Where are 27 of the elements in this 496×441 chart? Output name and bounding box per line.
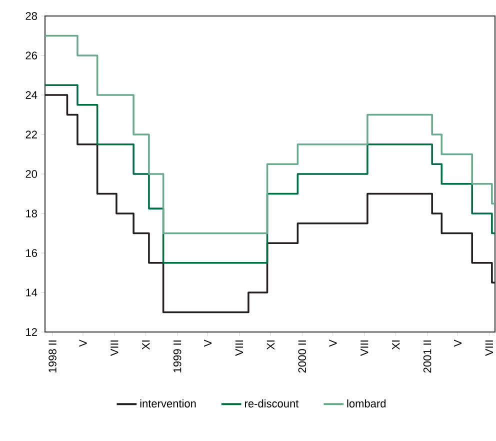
x-tick-label: VIII xyxy=(110,340,118,356)
x-tick-label: V xyxy=(454,340,462,347)
legend-label: intervention xyxy=(140,399,196,408)
y-tick-label: 22 xyxy=(26,130,37,138)
y-tick-label: 28 xyxy=(26,12,37,20)
x-tick-label: 2001 II xyxy=(423,340,432,373)
x-tick-label: V xyxy=(79,340,87,347)
y-tick-label: 12 xyxy=(26,328,37,336)
legend-label: re-discount xyxy=(245,399,299,408)
x-tick-label: VIII xyxy=(235,340,244,356)
x-tick-label: 1999 II xyxy=(173,340,182,372)
y-tick-label: 14 xyxy=(26,288,38,296)
x-tick-label: VIII xyxy=(485,340,493,356)
y-tick-label: 18 xyxy=(26,210,37,218)
y-tick-label: 24 xyxy=(26,91,38,99)
y-tick-label: 26 xyxy=(26,52,37,60)
x-tick-label: V xyxy=(204,340,212,347)
legend-label: lombard xyxy=(347,399,386,408)
x-tick-label: XI xyxy=(266,340,274,350)
y-tick-label: 16 xyxy=(26,249,37,257)
x-tick-label: XI xyxy=(392,340,400,350)
y-tick-label: 20 xyxy=(26,170,38,178)
x-tick-label: 1998 II xyxy=(48,340,56,372)
x-tick-label: XI xyxy=(142,340,150,350)
x-tick-label: V xyxy=(329,340,337,347)
x-tick-label: VIII xyxy=(360,340,368,356)
x-tick-label: 2000 II xyxy=(298,340,306,373)
